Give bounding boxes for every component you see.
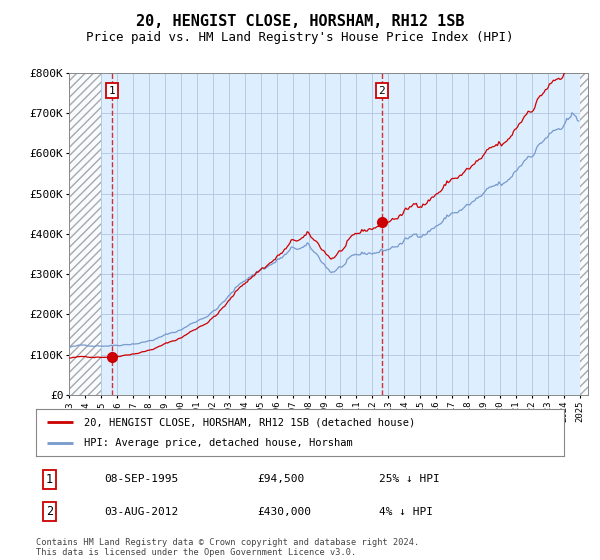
Text: 20, HENGIST CLOSE, HORSHAM, RH12 1SB: 20, HENGIST CLOSE, HORSHAM, RH12 1SB	[136, 14, 464, 29]
Text: £94,500: £94,500	[258, 474, 305, 484]
Text: 08-SEP-1995: 08-SEP-1995	[104, 474, 179, 484]
Text: 1: 1	[46, 473, 53, 486]
Text: 25% ↓ HPI: 25% ↓ HPI	[379, 474, 440, 484]
Text: 4% ↓ HPI: 4% ↓ HPI	[379, 507, 433, 517]
Text: £430,000: £430,000	[258, 507, 312, 517]
Bar	[69, 73, 101, 395]
Text: 1: 1	[109, 86, 115, 96]
Text: Contains HM Land Registry data © Crown copyright and database right 2024.
This d: Contains HM Land Registry data © Crown c…	[36, 538, 419, 557]
Text: 2: 2	[46, 505, 53, 519]
Text: 03-AUG-2012: 03-AUG-2012	[104, 507, 179, 517]
Text: Price paid vs. HM Land Registry's House Price Index (HPI): Price paid vs. HM Land Registry's House …	[86, 31, 514, 44]
Text: 2: 2	[379, 86, 385, 96]
Bar	[580, 73, 588, 395]
Text: 20, HENGIST CLOSE, HORSHAM, RH12 1SB (detached house): 20, HENGIST CLOSE, HORSHAM, RH12 1SB (de…	[83, 417, 415, 427]
Text: HPI: Average price, detached house, Horsham: HPI: Average price, detached house, Hors…	[83, 438, 352, 448]
